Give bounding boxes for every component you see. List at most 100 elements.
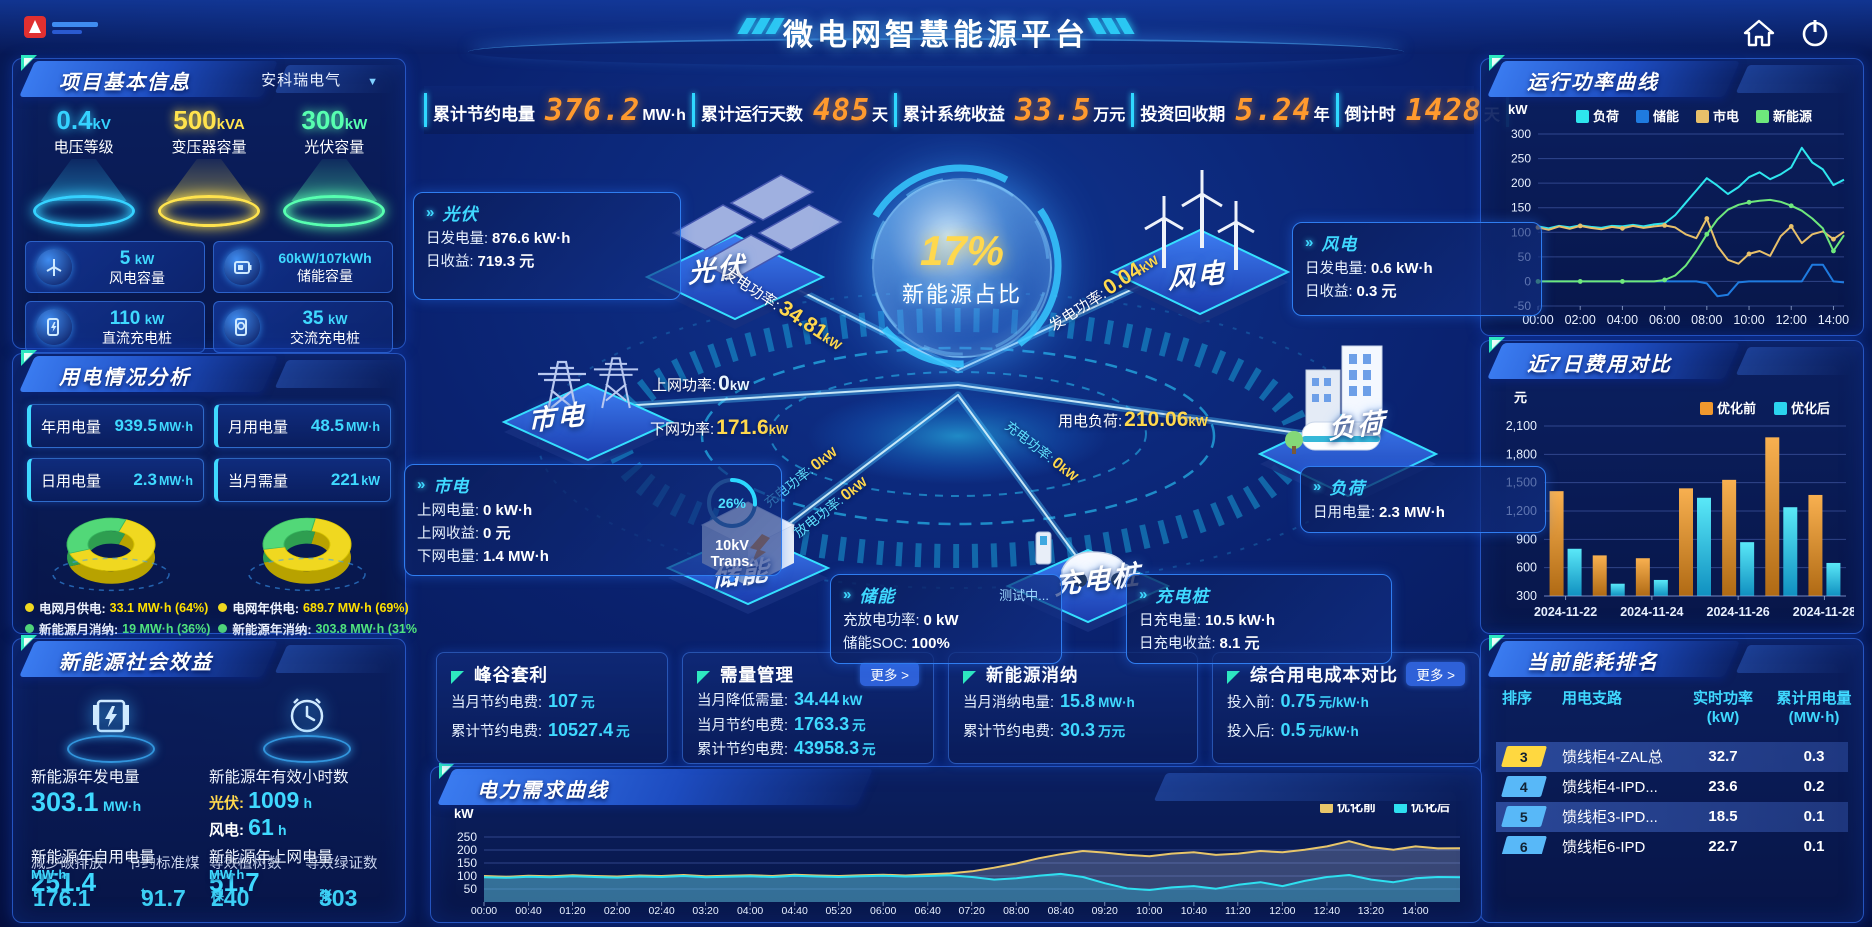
summary-row: 累计节约电费: 30.3 万元: [963, 719, 1126, 740]
svg-text:05:20: 05:20: [825, 905, 851, 917]
capacity-card-text: 5 kW 风电容量: [78, 248, 204, 286]
table-row[interactable]: 3 馈线柜4-ZAL总 32.7 0.3: [1496, 741, 1848, 772]
capacity-card-value: 60kW/107kWh: [278, 249, 372, 266]
kpi-label: 倒计时: [1344, 104, 1396, 124]
legend-label: 新能源月消纳:: [39, 623, 119, 637]
panel-corner-icon: [963, 670, 976, 684]
table-row[interactable]: 5 馈线柜3-IPD... 18.5 0.1: [1496, 801, 1848, 832]
info-box-row: 日发电量: 0.6 kW·h: [1305, 260, 1433, 277]
annual-generation-stat: 新能源年发电量 303.1 MW·h: [31, 769, 142, 817]
svg-text:150: 150: [457, 856, 477, 870]
double-chevron-icon: »: [1139, 586, 1148, 603]
capacity-card-text: 60kW/107kWh 储能容量: [266, 250, 392, 284]
branch-name: 馈线柜4-ZAL总: [1562, 749, 1663, 766]
info-box-row: 下网电量: 1.4 MW·h: [417, 547, 549, 565]
kpi-unit: 万元: [1093, 106, 1126, 124]
svg-text:26%: 26%: [718, 495, 747, 511]
kpi-stat: 累计运行天数 485 天: [695, 93, 894, 128]
annual-hours-stat: 新能源年有效小时数 光伏: 1009 h 风电: 61 h: [209, 769, 349, 840]
summary-box-3: 新能源消纳 当月消纳电量: 15.8 MW·h 累计节约电费: 30.3 万元: [948, 652, 1198, 764]
svg-text:10:00: 10:00: [1136, 905, 1162, 917]
more-button[interactable]: 更多 >: [860, 662, 919, 686]
running-power-chart: kW300250200150100500-5000:0002:0004:0006…: [1508, 102, 1849, 327]
pedestal-ring: [157, 195, 260, 227]
usage-stat-value: 2.3 MW·h: [133, 470, 193, 489]
grid-node-illustration: [501, 357, 675, 470]
total-energy: 0.1: [1803, 808, 1825, 825]
legend-label: 电网月供电:: [39, 602, 106, 616]
summary-row: 当月节约电费: 107 元: [451, 691, 595, 711]
svg-text:300: 300: [1516, 589, 1537, 603]
battery-icon: [224, 249, 260, 285]
svg-text:03:20: 03:20: [692, 905, 718, 917]
panel-title: 电力需求曲线: [477, 780, 609, 802]
energy-ranking-table: 排序 用电支路 实时功率 (kW) 累计用电量 (MW·h) 3 馈线柜4-ZAL总 3…: [1496, 690, 1852, 854]
svg-text:250: 250: [1511, 152, 1531, 166]
summary-row: 投入前: 0.75 元/kW·h: [1227, 691, 1369, 711]
pedestal-value: 0.4kV: [56, 105, 111, 135]
company-dropdown[interactable]: 安科瑞电气 ▼: [261, 72, 379, 89]
table-row[interactable]: 4 馈线柜4-IPD... 23.6 0.2: [1496, 772, 1848, 802]
summary-box-header: 需量管理 更多 >: [697, 661, 919, 687]
info-box-title: 光伏: [442, 205, 479, 224]
rank-badge-cell: 6: [1496, 836, 1558, 854]
capacity-card-value: 110 kW: [109, 308, 165, 330]
double-chevron-icon: »: [1305, 234, 1314, 251]
legend-dot: [218, 603, 228, 612]
grid-node-label: 市电: [527, 399, 587, 437]
usage-stat-label: 当月需量: [228, 472, 289, 490]
table-row[interactable]: 6 馈线柜6-IPD 22.7 0.1: [1496, 832, 1848, 854]
panel-title: 新能源社会效益: [59, 652, 213, 674]
kpi-label: 累计节约电量: [433, 104, 535, 124]
svg-text:07:20: 07:20: [959, 905, 985, 917]
summary-box-2: 需量管理 更多 > 当月降低需量: 34.44 kW 当月节约电费: 1763.3 元累计节约…: [682, 652, 934, 764]
stat-divider: [1131, 93, 1135, 127]
svg-text:新能源: 新能源: [1773, 109, 1812, 124]
info-box-title: 市电: [433, 477, 470, 496]
summary-box-header: 综合用电成本对比 更多 >: [1227, 661, 1465, 687]
ac-charger-icon: [224, 309, 260, 345]
more-button[interactable]: 更多 >: [1406, 662, 1465, 686]
running-power-header: 运行功率曲线: [1481, 55, 1864, 99]
usage-stat-pill: 年用电量 939.5 MW·h: [27, 404, 204, 448]
kpi-value: 1428: [1405, 92, 1482, 128]
svg-text:储能: 储能: [1652, 109, 1679, 124]
project-info-panel: 项目基本信息 安科瑞电气 ▼ 0.4kV 电压等级 500kVA 变压器容量 300kW 光…: [12, 55, 406, 353]
load-node-label: 负荷: [1327, 407, 1387, 445]
month-donut-chart: [52, 517, 170, 592]
year-donut-chart: [248, 517, 366, 592]
power-icon[interactable]: [1796, 14, 1834, 52]
pedestal-light-cone: [291, 159, 378, 201]
svg-text:负荷: 负荷: [1593, 109, 1619, 124]
storage-info-box: » 储能 测试中... 充放电功率: 0 kW 储能SOC: 100%: [830, 574, 1062, 664]
info-box-row: 上网收益: 0 元: [417, 524, 511, 542]
kpi-stat: 累计节约电量 376.2 MW·h: [427, 93, 692, 128]
pedestal-light-cone: [165, 159, 252, 201]
kpi-label: 投资回收期: [1140, 104, 1226, 124]
usage-stat-pill: 月用电量 48.5 MW·h: [214, 404, 391, 448]
branch-name: 馈线柜4-IPD...: [1562, 779, 1658, 796]
svg-text:优化前: 优化前: [1717, 401, 1756, 416]
legend-label: 电网年供电:: [232, 602, 300, 616]
home-icon[interactable]: [1740, 14, 1778, 52]
rank-badge-cell: 3: [1496, 746, 1558, 767]
info-box-header: » 光伏: [426, 200, 668, 225]
kpi-value: 485: [812, 92, 871, 128]
capacity-card-label: 直流充电桩: [102, 329, 172, 346]
svg-text:06:00: 06:00: [1649, 313, 1680, 327]
info-box-header: » 充电桩: [1139, 582, 1379, 607]
usage-stat-label: 年用电量: [41, 418, 102, 436]
legend-value: 19 MW·h (36%): [122, 621, 211, 636]
svg-text:14:00: 14:00: [1818, 313, 1849, 327]
info-box-header: » 风电: [1305, 230, 1529, 255]
transformer-gauge: 26% 10kV Trans.: [693, 475, 771, 582]
pv-node-illustration: [644, 174, 843, 329]
svg-text:14:00: 14:00: [1402, 905, 1428, 917]
summary-box-1: 峰谷套利 当月节约电费: 107 元累计节约电费: 10527.4 元: [436, 652, 668, 764]
usage-stat-label: 月用电量: [228, 418, 289, 436]
self-use-overlay-stat: 减少碳排放 节约标准煤 新能源年自用电量 251.4 MW·h 176.1 t …: [31, 849, 200, 911]
summary-box-header: 新能源消纳: [963, 661, 1183, 687]
usage-analysis-panel: 用电情况分析 年用电量 939.5 MW·h 月用电量 48.5 MW·h 日用电量 2.3 M…: [12, 350, 417, 637]
